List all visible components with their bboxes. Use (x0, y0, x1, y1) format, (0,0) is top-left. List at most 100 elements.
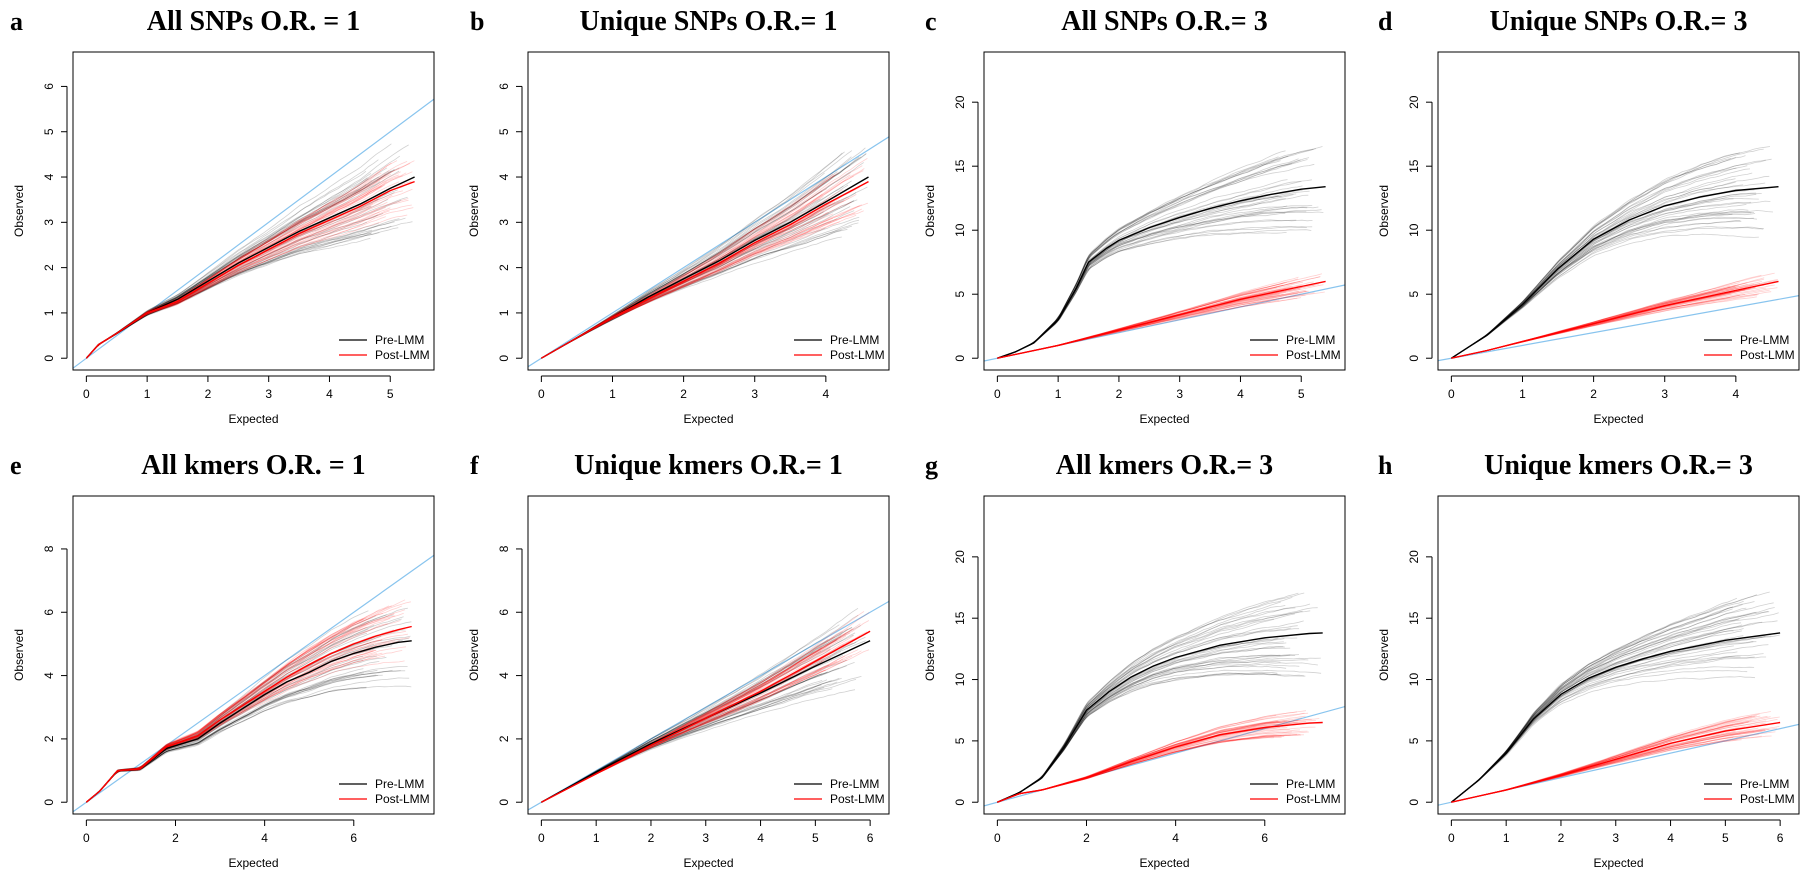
post-lmm-replicate-line (86, 216, 386, 359)
pre-lmm-replicate-line (86, 221, 395, 359)
x-tick-label: 3 (1176, 387, 1183, 401)
panel-letter: h (1378, 451, 1393, 480)
pre-lmm-replicate-line (1451, 159, 1766, 359)
panel-letter: b (470, 7, 484, 36)
pre-lmm-replicate-line (86, 229, 373, 359)
pre-lmm-replicate-line (541, 614, 859, 803)
pre-lmm-replicate-line (997, 146, 1323, 359)
pre-lmm-replicate-line (86, 237, 371, 359)
pre-lmm-replicate-line (86, 674, 383, 803)
x-tick-label: 1 (144, 387, 151, 401)
post-lmm-replicate-line (86, 214, 408, 359)
pre-lmm-replicate-line (1451, 200, 1771, 359)
pre-lmm-replicate-line (1451, 148, 1764, 359)
pre-lmm-replicate-line (86, 222, 380, 359)
panel-c: c All SNPs O.R.= 3 0 1 2 3 4 5 0 5 10 15 20 Expected O… (923, 6, 1346, 426)
pre-lmm-replicate-line (1451, 226, 1764, 359)
pre-lmm-replicate-line (541, 216, 860, 359)
x-tick-label: 5 (1298, 387, 1305, 401)
x-tick-label: 6 (867, 831, 874, 845)
plot-area (984, 592, 1345, 807)
x-tick-label: 6 (1261, 831, 1268, 845)
pre-lmm-replicate-line (541, 607, 859, 803)
pre-lmm-mean-line (1450, 632, 1781, 803)
panel-title: Unique SNPs O.R.= 3 (1490, 6, 1748, 37)
pre-lmm-replicate-line (1451, 175, 1770, 359)
x-tick-label: 0 (1448, 387, 1455, 401)
legend-post-label: Post-LMM (830, 792, 885, 806)
y-tick-label: 2 (497, 735, 511, 742)
pre-lmm-replicate-line (86, 232, 380, 359)
pre-lmm-replicate-line (1451, 611, 1757, 803)
pre-lmm-replicate-line (1451, 618, 1740, 803)
pre-lmm-replicate-line (1451, 172, 1753, 359)
pre-lmm-replicate-line (541, 665, 847, 803)
pre-lmm-replicate-line (86, 610, 369, 803)
pre-lmm-replicate-line (997, 672, 1306, 803)
y-tick-label: 20 (1407, 550, 1421, 564)
x-tick-label: 4 (1667, 831, 1674, 845)
y-axis-label: Observed (467, 185, 481, 237)
pre-lmm-replicate-line (1451, 594, 1758, 803)
pre-lmm-replicate-line (541, 687, 825, 803)
pre-lmm-replicate-line (86, 214, 378, 359)
panel-title: Unique SNPs O.R.= 1 (580, 6, 838, 37)
pre-lmm-replicate-line (1451, 606, 1734, 803)
post-lmm-replicate-line (86, 599, 406, 803)
y-tick-label: 10 (1407, 223, 1421, 237)
pre-lmm-replicate-line (1451, 158, 1731, 359)
post-lmm-replicate-line (541, 175, 835, 359)
pre-lmm-replicate-line (86, 155, 401, 359)
legend-pre-label: Pre-LMM (1286, 777, 1335, 791)
x-tick-label: 3 (751, 387, 758, 401)
pre-lmm-replicate-line (1451, 591, 1770, 803)
x-tick-label: 1 (1519, 387, 1526, 401)
pre-lmm-replicate-line (1451, 157, 1736, 359)
y-tick-label: 20 (953, 95, 967, 109)
post-lmm-replicate-line (997, 736, 1282, 803)
pre-lmm-replicate-line (86, 173, 372, 359)
post-lmm-replicate-line (541, 221, 840, 359)
y-tick-label: 1 (497, 309, 511, 316)
pre-lmm-replicate-line (997, 150, 1286, 359)
post-lmm-replicate-line (86, 619, 364, 803)
post-lmm-replicate-line (86, 617, 367, 803)
y-tick-label: 6 (497, 609, 511, 616)
plot-area (1438, 146, 1799, 362)
y-tick-label: 0 (1407, 355, 1421, 362)
x-tick-label: 2 (1083, 831, 1090, 845)
pre-lmm-replicate-line (86, 685, 412, 803)
panel-title: All SNPs O.R. = 1 (147, 6, 361, 37)
pre-lmm-replicate-line (1451, 165, 1748, 359)
y-tick-label: 0 (497, 799, 511, 806)
post-lmm-replicate-line (997, 276, 1299, 359)
post-lmm-replicate-line (86, 160, 398, 359)
null-expectation-line (73, 98, 434, 369)
x-tick-label: 2 (680, 387, 687, 401)
post-lmm-replicate-line (997, 734, 1302, 803)
y-axis-label: Observed (923, 185, 937, 237)
pre-lmm-replicate-line (541, 680, 832, 803)
pre-lmm-replicate-line (997, 229, 1312, 359)
post-lmm-mean-line (997, 721, 1323, 803)
pre-lmm-replicate-line (1451, 219, 1741, 359)
plot-area (528, 600, 889, 811)
plot-frame (1437, 51, 1800, 371)
post-lmm-replicate-line (86, 207, 414, 359)
y-tick-label: 8 (497, 545, 511, 552)
x-tick-label: 6 (1777, 831, 1784, 845)
x-tick-label: 6 (350, 831, 357, 845)
pre-lmm-replicate-line (86, 144, 409, 359)
panel-b: b Unique SNPs O.R.= 1 0 1 2 3 4 0 1 2 3 4 5 6 Expected… (467, 6, 890, 426)
pre-lmm-replicate-line (86, 614, 387, 803)
post-lmm-replicate-line (86, 650, 403, 803)
post-lmm-replicate-line (86, 619, 365, 803)
plot-area (984, 146, 1345, 362)
y-axis-label: Observed (467, 629, 481, 681)
pre-lmm-replicate-line (997, 149, 1314, 359)
pre-lmm-replicate-line (86, 670, 401, 803)
panel-a: a All SNPs O.R. = 1 0 1 2 3 4 5 0 1 2 3 4 5 6 Expected O… (10, 6, 435, 426)
y-tick-label: 4 (42, 672, 56, 679)
y-tick-label: 10 (953, 673, 967, 687)
